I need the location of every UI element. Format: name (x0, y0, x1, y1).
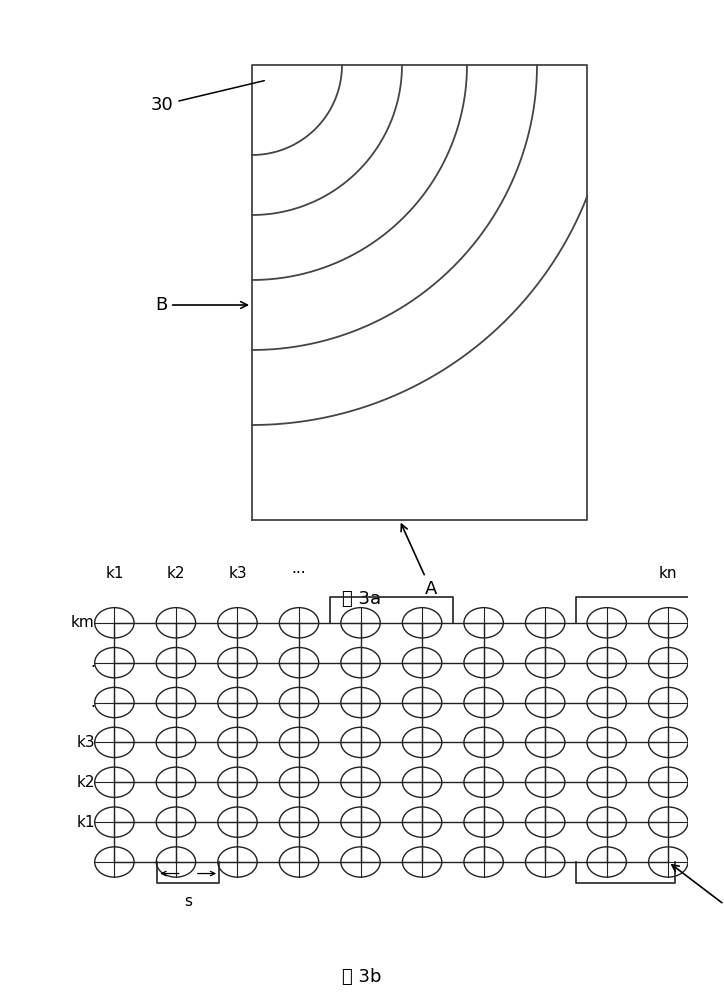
Text: km: km (71, 615, 95, 630)
Text: .: . (90, 695, 95, 710)
Text: k2: k2 (167, 566, 185, 581)
Text: K: K (672, 865, 724, 918)
Text: kn: kn (659, 566, 678, 581)
Text: 图 3b: 图 3b (342, 968, 382, 986)
Text: s: s (184, 894, 193, 909)
Text: 30: 30 (151, 81, 264, 114)
Text: ···: ··· (292, 566, 306, 581)
Text: k3: k3 (228, 566, 247, 581)
Text: k2: k2 (76, 775, 95, 790)
Text: A: A (401, 524, 437, 598)
Text: k1: k1 (76, 815, 95, 830)
Text: k1: k1 (105, 566, 124, 581)
Text: 图 3a: 图 3a (342, 590, 382, 608)
Text: k3: k3 (76, 735, 95, 750)
Text: .: . (90, 655, 95, 670)
Text: B: B (155, 296, 248, 314)
